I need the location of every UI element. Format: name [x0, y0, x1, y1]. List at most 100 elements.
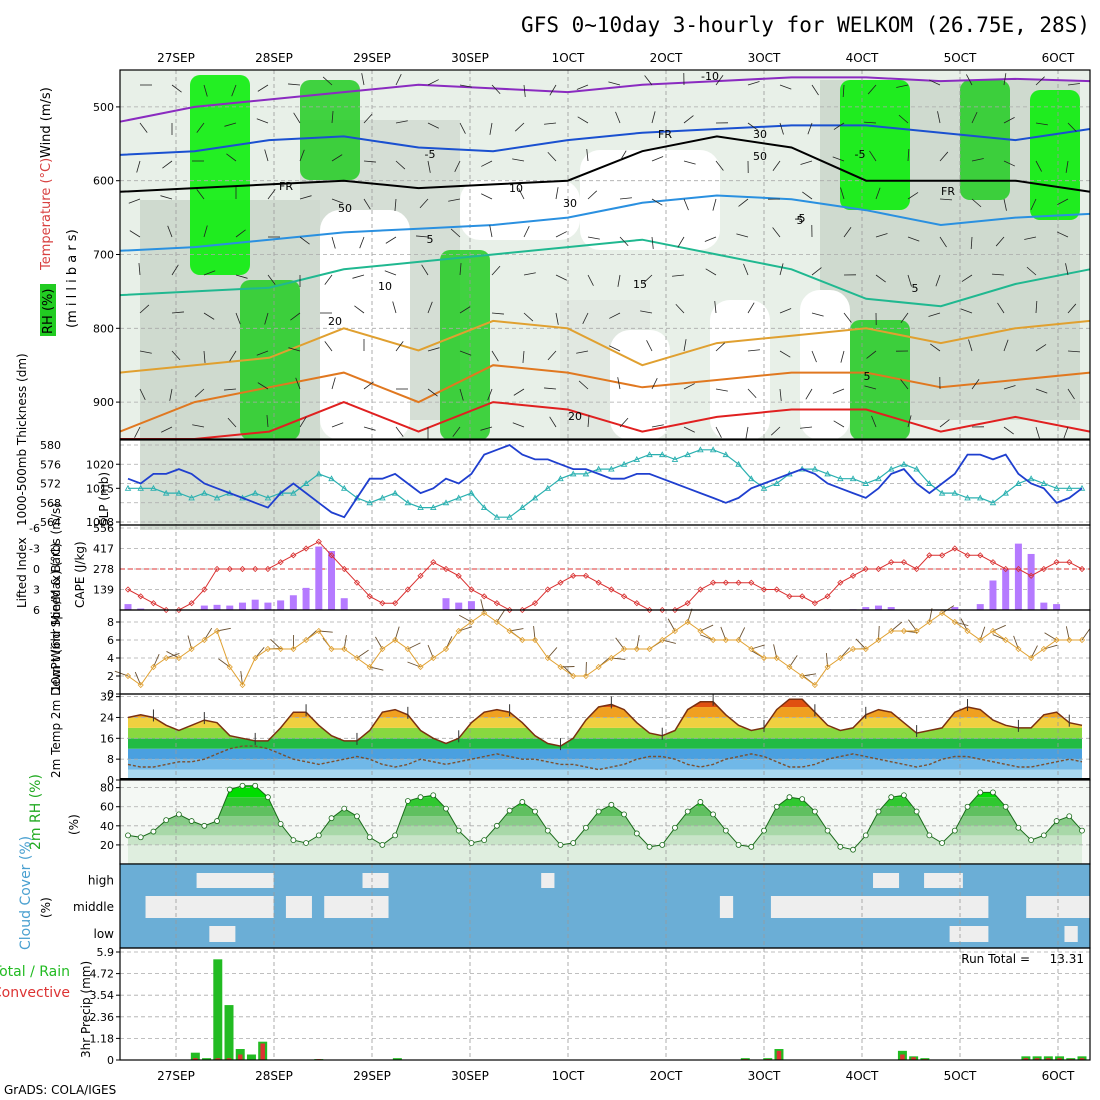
thickness-point-62 [913, 465, 920, 472]
cloud-row-label-0: high [88, 874, 114, 888]
rh-point-33 [544, 827, 551, 834]
convective-bar-70 [911, 1057, 916, 1060]
rh-panel: 20 40 60 80 (%) 2m RH (%) [28, 774, 1091, 865]
upper-barb-4-5 [267, 274, 276, 285]
thickness-tick-3: 576 [40, 458, 61, 471]
top-date-8: 5OCT [944, 51, 977, 65]
li-point-47 [722, 579, 729, 586]
rh-point-0 [125, 832, 131, 839]
upper-barb-8-3 [394, 198, 397, 211]
wind-point-25 [442, 645, 450, 653]
cloud-low-65 [949, 926, 963, 942]
upper-barb-5-9 [299, 416, 307, 428]
upper-barb-12-8 [513, 388, 525, 396]
cloud-low-66 [962, 926, 976, 942]
temp-axis-label: 2m Temp 2m DewPt (6hr Min/Max) (°C) [49, 543, 63, 778]
bottom-date-4: 1OCT [552, 1069, 585, 1083]
temp-band-3 [128, 738, 1082, 749]
thickness-point-39 [620, 460, 628, 467]
wind-point-51 [773, 654, 780, 662]
upper-barb-19-1 [747, 122, 758, 131]
wind-barb-20 [375, 636, 383, 650]
thickness-point-45 [697, 446, 704, 453]
chart-title: GFS 0~10day 3-hourly for WELKOM (26.75E,… [521, 13, 1090, 37]
upper-barb-13-1 [544, 122, 557, 125]
cloud-middle-19 [362, 896, 376, 918]
upper-barb-23-7 [866, 350, 877, 359]
wind-point-13 [290, 645, 297, 653]
upper-barb-27-2 [1003, 160, 1016, 167]
wind-point-59 [875, 636, 882, 644]
thickness-point-16 [328, 475, 335, 482]
upper-barb-29-1 [1067, 122, 1077, 132]
run-total-label: Run Total = [961, 952, 1030, 966]
rh-point-51 [773, 803, 780, 810]
li-point-37 [595, 579, 602, 586]
upper-barb-1-4 [167, 225, 173, 238]
cape-bar-26 [455, 602, 463, 610]
upper-barb-22-6 [843, 312, 852, 323]
upper-barb-6-5 [324, 274, 333, 285]
thickness-point-59 [875, 475, 882, 482]
upper-barb-28-8 [1035, 388, 1048, 394]
li-point-39 [621, 593, 628, 600]
thickness-point-33 [544, 484, 552, 491]
upper-barb-20-1 [779, 122, 784, 135]
rh-point-59 [875, 808, 882, 815]
li-point-58 [862, 565, 869, 573]
upper-barb-14-0 [576, 84, 589, 90]
upper-barb-20-0 [779, 84, 792, 90]
wind-point-44 [684, 618, 691, 626]
upper-barb-28-9 [1035, 426, 1040, 439]
cloud-middle-64 [936, 896, 951, 918]
li-point-59 [875, 565, 882, 573]
upper-barb-8-6 [392, 301, 397, 314]
wind-barb-18 [356, 649, 369, 659]
upper-barb-4-6 [264, 312, 269, 325]
thickness-point-75 [1078, 484, 1086, 491]
top-date-4: 1OCT [552, 51, 585, 65]
upper-barb-15-3 [619, 197, 632, 200]
cloud-middle-55 [821, 896, 836, 918]
convective-bar-80 [1023, 1058, 1029, 1060]
wind-point-47 [722, 636, 729, 644]
rh-point-40 [633, 830, 640, 837]
slp-tick-0: 1008 [86, 516, 114, 529]
upper-barb-13-4 [555, 231, 567, 238]
upper-barb-14-7 [576, 350, 589, 354]
upper-barb-13-8 [544, 387, 557, 390]
upper-barb-16-6 [640, 310, 653, 314]
upper-barb-25-7 [930, 343, 941, 352]
upper-barb-2-5 [203, 270, 216, 276]
li-point-6 [201, 586, 208, 593]
rh-point-10 [252, 782, 259, 789]
wind-point-36 [582, 672, 589, 680]
wind-point-11 [264, 645, 271, 653]
wind-point-28 [481, 609, 488, 617]
upper-barb-26-2 [971, 158, 984, 162]
cloud-middle-47 [719, 896, 734, 918]
upper-barb-29-2 [1065, 160, 1069, 173]
cloud-middle-57 [847, 896, 861, 918]
rh-point-69 [1002, 803, 1009, 810]
rh-point-25 [443, 805, 449, 812]
wind-point-0 [124, 672, 132, 680]
upper-barb-3-0 [231, 84, 237, 97]
rh-point-75 [1079, 827, 1085, 834]
thickness-point-69 [1002, 489, 1009, 496]
contour-label-18: 30 [563, 197, 577, 210]
credit-label: GrADS: COLA/IGES [4, 1083, 116, 1097]
upper-barb-24-6 [900, 312, 909, 323]
li-point-11 [264, 565, 271, 573]
thickness-point-48 [735, 460, 742, 467]
upper-barb-5-0 [288, 83, 301, 86]
bottom-date-9: 6OCT [1042, 1069, 1075, 1083]
upper-barb-20-6 [779, 308, 792, 314]
wind-barb-66 [960, 618, 968, 632]
li-point-32 [531, 600, 539, 607]
wind-point-48 [735, 636, 742, 644]
upper-barb-21-9 [800, 426, 813, 429]
cape-bar-0 [124, 604, 132, 610]
thickness-point-58 [862, 480, 870, 486]
cloud-middle-2 [145, 896, 159, 918]
